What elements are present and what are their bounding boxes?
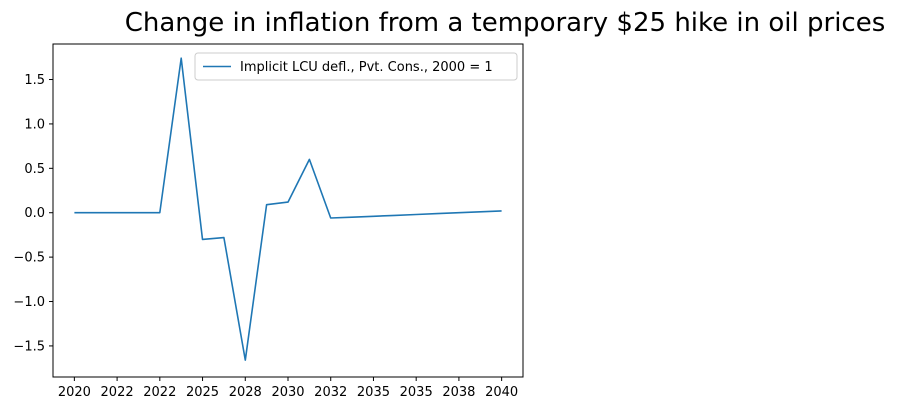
x-tick-label: 2020	[58, 385, 91, 400]
x-tick-label: 2035	[400, 385, 433, 400]
x-tick-label: 2022	[101, 385, 134, 400]
chart-title: Change in inflation from a temporary $25…	[125, 8, 886, 38]
x-tick-label: 2025	[186, 385, 219, 400]
legend-box	[194, 52, 518, 81]
x-tick-label: 2022	[143, 385, 176, 400]
x-tick-label: 2030	[271, 385, 304, 400]
legend: Implicit LCU defl., Pvt. Cons., 2000 = 1	[194, 52, 518, 81]
y-tick-label: 1.0	[24, 117, 45, 132]
x-tick-label: 2028	[229, 385, 262, 400]
plot-frame	[52, 43, 524, 378]
y-tick-label: 0.0	[24, 206, 45, 221]
y-tick-label: −1.0	[13, 295, 45, 310]
x-axis: 2020 2022 2022 2025 2028 2030 2032 2035 2035 2038…	[58, 377, 518, 400]
y-axis: 1.5 1.0 0.5 0.0 −0.5 −1.0 −1.5	[13, 73, 53, 354]
y-tick-label: 1.5	[24, 73, 45, 88]
series-layer	[74, 57, 502, 361]
legend-label: Implicit LCU defl., Pvt. Cons., 2000 = 1	[240, 60, 493, 75]
y-tick-label: −0.5	[13, 251, 45, 266]
y-tick-label: −1.5	[13, 339, 45, 354]
x-tick-label: 2038	[442, 385, 475, 400]
x-tick-label: 2032	[314, 385, 347, 400]
y-tick-label: 0.5	[24, 162, 45, 177]
plot-area	[52, 43, 524, 378]
x-tick-label: 2040	[485, 385, 518, 400]
series-line	[74, 57, 502, 361]
x-tick-label: 2035	[357, 385, 390, 400]
